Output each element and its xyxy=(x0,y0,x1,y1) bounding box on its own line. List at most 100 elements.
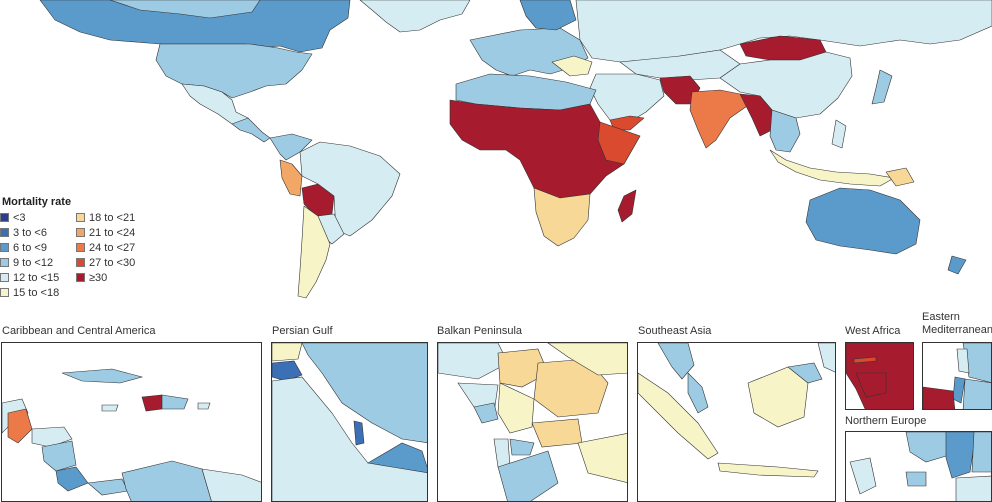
region-jamaica xyxy=(101,404,119,412)
region-greenland xyxy=(359,0,471,33)
region-costa-rica xyxy=(55,466,89,492)
inset-persian-gulf xyxy=(271,342,428,502)
legend-item: 6 to <9 xyxy=(0,240,47,255)
world-map xyxy=(39,0,992,299)
region-guinea xyxy=(855,372,887,398)
region-brazil xyxy=(299,141,401,237)
region-java xyxy=(717,462,819,478)
region-madagascar xyxy=(617,189,637,223)
region-qatar xyxy=(353,420,365,446)
region-malaysia xyxy=(687,372,709,414)
inset-west-africa-map xyxy=(846,343,913,409)
legend-swatch xyxy=(76,273,85,282)
legend-swatch xyxy=(0,273,9,282)
region-se-asia-mainland xyxy=(769,109,801,153)
legend-item: 27 to <30 xyxy=(76,255,135,270)
legend-label: ≥30 xyxy=(89,271,108,284)
region-ukraine xyxy=(547,343,627,376)
region-egypt xyxy=(923,386,956,409)
region-serbia xyxy=(497,382,535,434)
region-albania xyxy=(493,438,511,468)
region-png xyxy=(885,167,915,187)
region-cuba xyxy=(61,368,144,384)
region-uk xyxy=(849,457,877,495)
inset-title-west-africa: West Africa xyxy=(845,325,901,337)
region-argentina xyxy=(297,205,331,299)
region-russia xyxy=(575,0,992,63)
region-puerto-rico xyxy=(197,402,211,410)
region-dominican-rep xyxy=(161,394,189,410)
inset-eastern-med xyxy=(922,342,992,410)
region-austria-hungary xyxy=(438,343,509,380)
region-canada-north xyxy=(109,0,261,19)
inset-west-africa xyxy=(845,342,914,410)
region-indonesia xyxy=(769,149,895,187)
legend-title: Mortality rate xyxy=(2,196,72,208)
legend-swatch xyxy=(76,258,85,267)
legend-label: 15 to <18 xyxy=(13,286,60,299)
legend-label: 12 to <15 xyxy=(13,271,60,284)
inset-southeast-asia-map xyxy=(638,343,835,478)
region-sahel xyxy=(449,99,641,199)
legend-swatch xyxy=(0,258,9,267)
legend-item: ≥30 xyxy=(76,270,107,285)
region-nicaragua xyxy=(41,440,77,472)
inset-persian-gulf-map xyxy=(272,343,427,501)
region-uae xyxy=(367,442,427,473)
inset-northern-europe xyxy=(845,431,992,502)
legend-swatch xyxy=(76,243,85,252)
region-australia xyxy=(805,187,921,255)
region-venezuela-inset xyxy=(201,468,261,501)
legend-swatch xyxy=(0,243,9,252)
inset-balkan-map xyxy=(438,343,627,501)
region-eastern-europe xyxy=(551,55,593,77)
legend-label: 3 to <6 xyxy=(13,226,47,239)
legend-item: 24 to <27 xyxy=(76,240,135,255)
inset-title-eastern-med: Eastern Mediterranean xyxy=(922,311,992,336)
region-finland xyxy=(971,432,991,473)
region-thailand xyxy=(657,343,695,380)
legend-item: <3 xyxy=(0,210,26,225)
region-peru xyxy=(279,159,303,197)
region-bulgaria xyxy=(531,418,583,448)
legend-swatch xyxy=(0,213,9,222)
region-iran xyxy=(301,343,427,444)
region-colombia-inset xyxy=(121,460,212,501)
region-sweden xyxy=(945,432,977,479)
region-usa xyxy=(155,43,313,99)
region-southern-africa xyxy=(533,187,591,247)
region-philippines-inset xyxy=(817,343,835,373)
legend-item: 9 to <12 xyxy=(0,255,53,270)
region-iraq xyxy=(272,343,303,362)
inset-northern-europe-map xyxy=(849,432,991,501)
legend-label: 21 to <24 xyxy=(89,226,136,239)
inset-balkan xyxy=(437,342,628,502)
inset-title-persian-gulf: Persian Gulf xyxy=(272,325,333,337)
region-macedonia xyxy=(509,438,535,456)
region-central-america xyxy=(231,117,271,143)
legend-item: 3 to <6 xyxy=(0,225,47,240)
legend-swatch xyxy=(0,228,9,237)
region-norway xyxy=(905,432,957,463)
inset-title-northern-europe: Northern Europe xyxy=(845,415,927,427)
inset-title-balkan: Balkan Peninsula xyxy=(437,325,523,337)
legend-label: 9 to <12 xyxy=(13,256,54,269)
region-sabah xyxy=(787,362,823,384)
region-philippines xyxy=(831,119,847,149)
inset-southeast-asia xyxy=(637,342,836,502)
legend-item: 12 to <15 xyxy=(0,270,59,285)
legend-item: 21 to <24 xyxy=(76,225,135,240)
region-baltics xyxy=(955,475,991,501)
region-turkey xyxy=(577,433,627,483)
legend-swatch xyxy=(76,213,85,222)
region-guatemala xyxy=(7,408,33,444)
region-japan xyxy=(871,69,893,105)
legend-label: 6 to <9 xyxy=(13,241,47,254)
legend-swatch xyxy=(76,228,85,237)
region-jordan xyxy=(962,378,991,409)
inset-title-caribbean: Caribbean and Central America xyxy=(2,325,156,337)
region-sumatra xyxy=(638,372,719,460)
region-bosnia xyxy=(473,402,499,424)
legend-label: 24 to <27 xyxy=(89,241,136,254)
region-denmark xyxy=(905,471,927,487)
